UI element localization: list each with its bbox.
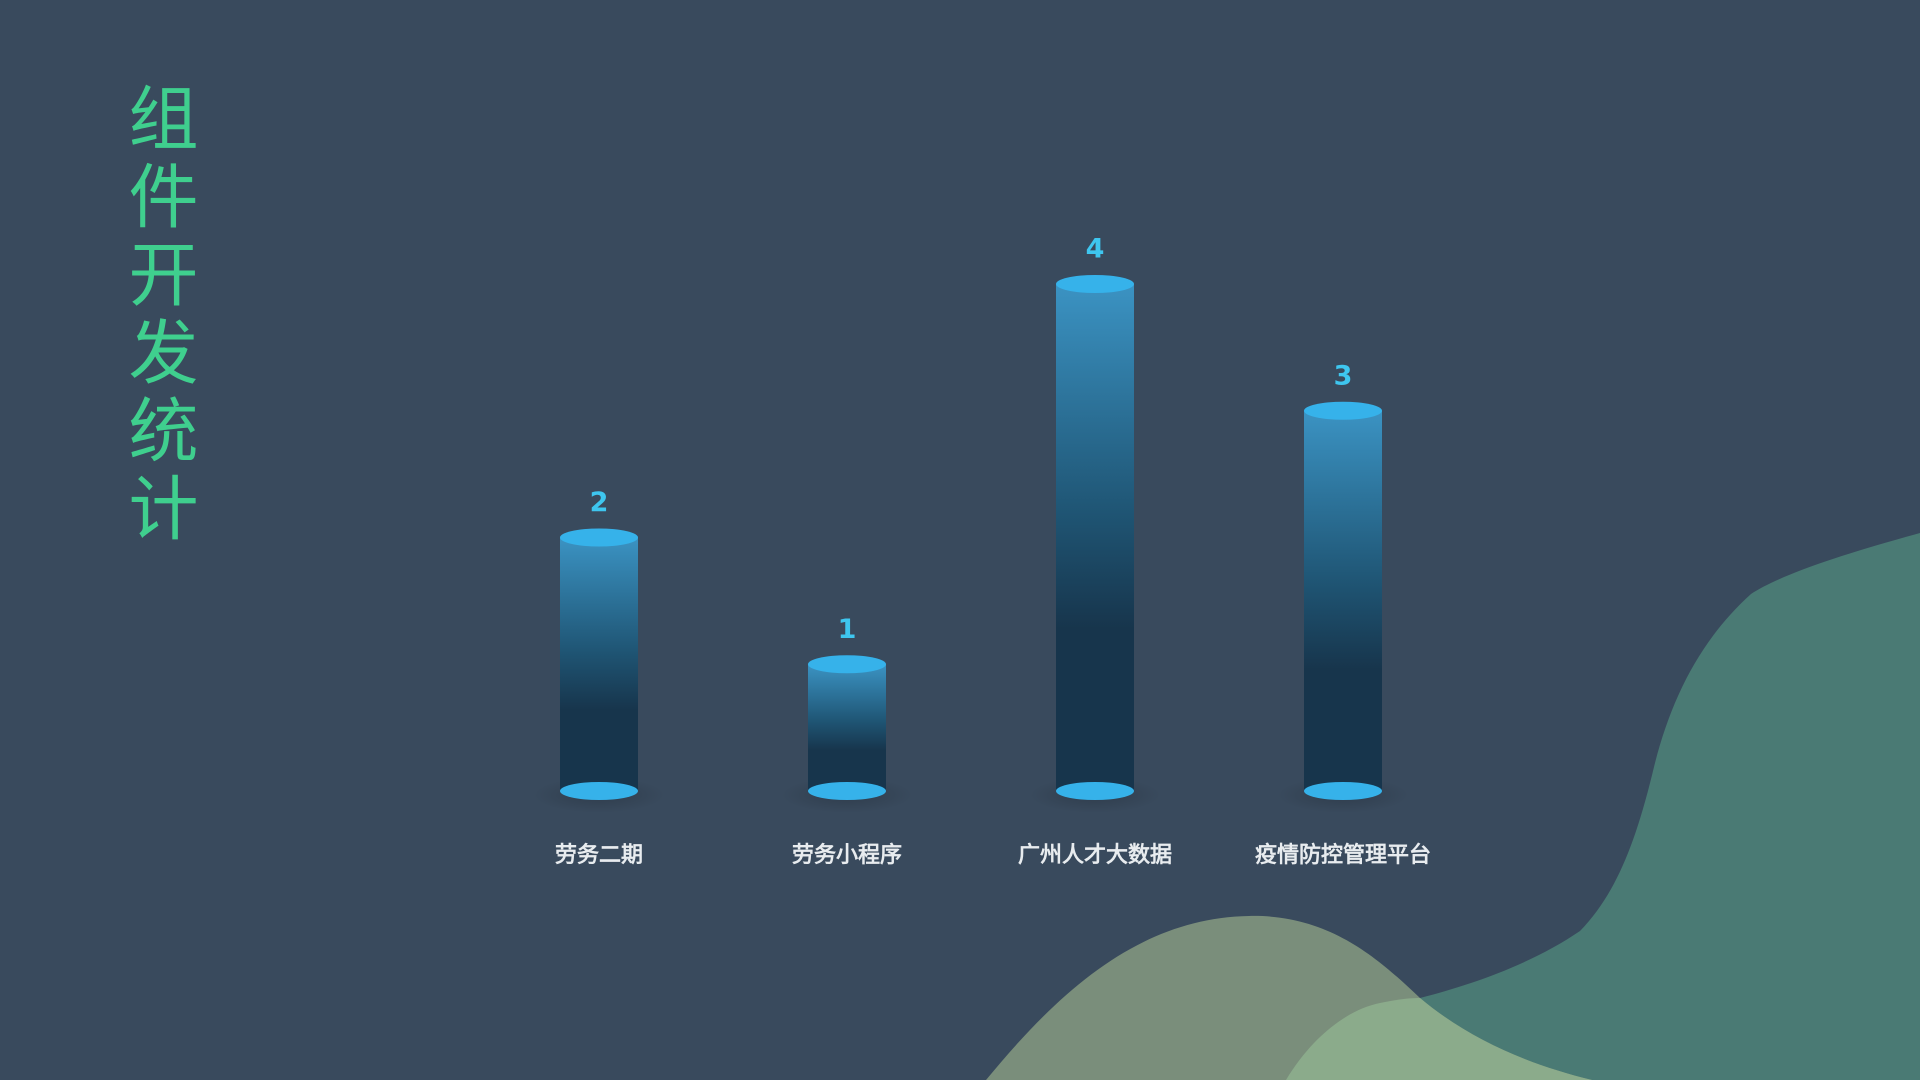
bar-bottom-cap [1056, 782, 1134, 800]
teal-wave-shape [1372, 533, 1920, 1080]
value-label: 2 [590, 487, 609, 518]
value-label: 1 [838, 614, 857, 645]
bar-top-cap [808, 655, 886, 674]
value-label: 4 [1086, 234, 1105, 265]
bar-bottom-cap [808, 782, 886, 800]
value-label: 3 [1334, 360, 1353, 391]
bar [808, 664, 886, 791]
bar-top-cap [1304, 401, 1382, 420]
category-label: 广州人才大数据 [1018, 842, 1172, 868]
bar-top-cap [1056, 275, 1134, 293]
bar [1056, 284, 1134, 791]
category-label: 疫情防控管理平台 [1255, 842, 1431, 868]
bar-top-cap [560, 528, 638, 547]
bar-group: 2 劳务二期 [533, 487, 665, 868]
category-label: 劳务小程序 [792, 842, 902, 868]
bar-bottom-cap [560, 782, 638, 800]
bars-group: 2 劳务二期 1 劳务小程序 4 广州人才大数据 3 疫情防控管理平台 [533, 234, 1431, 869]
bar [1304, 410, 1382, 791]
light-green-wave-shape [1286, 998, 1592, 1080]
bar-group: 3 疫情防控管理平台 [1255, 360, 1431, 868]
bar-bottom-cap [1304, 782, 1382, 800]
chart-title: 组件开发统计 [117, 82, 199, 550]
bar [560, 537, 638, 791]
bar-group: 1 劳务小程序 [781, 614, 913, 868]
category-label: 劳务二期 [555, 842, 643, 868]
bar-group: 4 广州人才大数据 [1018, 234, 1172, 869]
